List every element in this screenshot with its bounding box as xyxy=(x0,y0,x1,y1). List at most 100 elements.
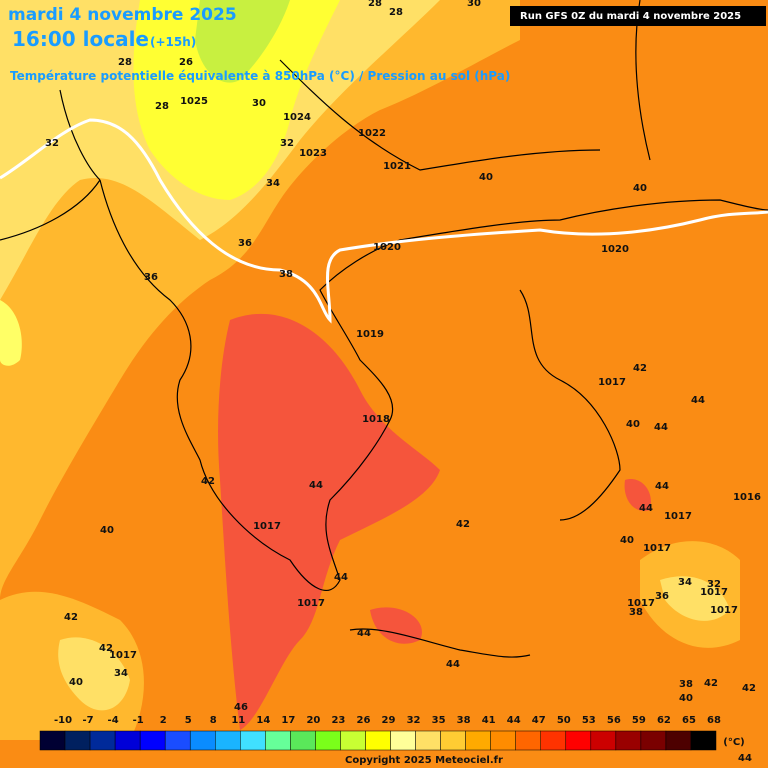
map-label: 38 xyxy=(629,607,643,618)
map-label: 1024 xyxy=(283,112,311,123)
map-label: 1017 xyxy=(700,587,728,598)
map-label: 44 xyxy=(655,481,669,492)
map-label: 1022 xyxy=(358,128,386,139)
map-label: 44 xyxy=(357,628,371,639)
colorbar-unit: (°C) xyxy=(723,737,744,748)
colorbar-swatch xyxy=(415,730,441,751)
colorbar-label: -4 xyxy=(108,715,119,726)
map-label: 34 xyxy=(266,178,280,189)
map-label: 46 xyxy=(234,702,248,713)
colorbar-label: 2 xyxy=(160,715,167,726)
colorbar-label: 17 xyxy=(281,715,295,726)
colorbar-swatch xyxy=(690,730,717,751)
zone-light-sw xyxy=(58,637,130,711)
colorbar-swatch xyxy=(365,730,391,751)
colorbar-label: 53 xyxy=(582,715,596,726)
header-date: mardi 4 novembre 2025 xyxy=(8,5,237,25)
zone-light-se xyxy=(660,576,730,621)
header-subtitle: Température potentielle équivalente à 85… xyxy=(10,69,510,83)
colorbar-label: 44 xyxy=(507,715,521,726)
colorbar-swatch xyxy=(240,730,266,751)
colorbar-label: 38 xyxy=(457,715,471,726)
colorbar-swatch xyxy=(39,730,66,751)
zone-yellow-left xyxy=(0,300,22,366)
map-label: 44 xyxy=(691,395,705,406)
map-label: 28 xyxy=(118,57,132,68)
map-label: 36 xyxy=(655,591,669,602)
map-label: 44 xyxy=(654,422,668,433)
map-label: 40 xyxy=(100,525,114,536)
map-label: 1017 xyxy=(627,598,655,609)
map-label: 44 xyxy=(309,480,323,491)
colorbar-swatch xyxy=(390,730,416,751)
map-label: 1023 xyxy=(299,148,327,159)
header-offset: (+15h) xyxy=(150,35,196,49)
map-label: 1021 xyxy=(383,161,411,172)
colorbar-swatch xyxy=(340,730,366,751)
colorbar-label: 20 xyxy=(306,715,320,726)
colorbar-label: 59 xyxy=(632,715,646,726)
colorbar-swatch xyxy=(139,730,166,751)
map-label: 1017 xyxy=(253,521,281,532)
map-label: 1017 xyxy=(109,650,137,661)
map-label: 28 xyxy=(155,101,169,112)
colorbar-swatch xyxy=(465,730,491,751)
colorbar-label: 35 xyxy=(432,715,446,726)
map-label: 30 xyxy=(252,98,266,109)
colorbar-label: 29 xyxy=(382,715,396,726)
zone-green xyxy=(195,0,290,83)
zone-yellow xyxy=(133,0,340,200)
colorbar-swatch xyxy=(590,730,617,751)
coastline xyxy=(519,289,621,521)
colorbar-label: 41 xyxy=(482,715,496,726)
map-label: 44 xyxy=(738,753,752,764)
map-label: 40 xyxy=(69,677,83,688)
colorbar-label: 8 xyxy=(210,715,217,726)
colorbar-swatch xyxy=(114,730,141,751)
map-label: 42 xyxy=(633,363,647,374)
map-label: 1017 xyxy=(598,377,626,388)
colorbar-label: -7 xyxy=(83,715,94,726)
map-label: 1020 xyxy=(601,244,629,255)
map-label: 1017 xyxy=(664,511,692,522)
map-label: 40 xyxy=(620,535,634,546)
map-label: 38 xyxy=(279,269,293,280)
map-label: 34 xyxy=(114,668,128,679)
colorbar-swatch xyxy=(565,730,592,751)
map-label: 44 xyxy=(639,503,653,514)
zone-red-east xyxy=(624,479,651,511)
map-label: 42 xyxy=(201,476,215,487)
colorbar-swatch xyxy=(215,730,241,751)
colorbar-swatch xyxy=(290,730,316,751)
colorbar-swatch xyxy=(540,730,567,751)
coastline xyxy=(349,628,531,658)
map-label: 44 xyxy=(446,659,460,670)
map-label: 26 xyxy=(179,57,193,68)
map-label: 28 xyxy=(389,7,403,18)
colorbar-swatch xyxy=(490,730,516,751)
colorbar-swatch xyxy=(189,730,216,751)
colorbar-swatch xyxy=(665,730,692,751)
colorbar-label: 62 xyxy=(657,715,671,726)
colorbar-label: 11 xyxy=(231,715,245,726)
map-label: 1017 xyxy=(643,543,671,554)
coastlines xyxy=(0,0,768,658)
map-label: 34 xyxy=(678,577,692,588)
colorbar-label: 14 xyxy=(256,715,270,726)
map-label: 44 xyxy=(334,572,348,583)
colorbar-swatch xyxy=(265,730,291,751)
map-label: 40 xyxy=(626,419,640,430)
colorbar-label: 5 xyxy=(185,715,192,726)
coastline xyxy=(99,179,768,591)
colorbar-swatch xyxy=(640,730,667,751)
map-label: 42 xyxy=(704,678,718,689)
run-info-box xyxy=(510,6,766,26)
header-time: 16:00 locale xyxy=(12,27,149,51)
colorbar-swatch xyxy=(440,730,466,751)
colorbar-label: -1 xyxy=(133,715,144,726)
map-label: 1018 xyxy=(362,414,390,425)
map-label: 32 xyxy=(45,138,59,149)
colorbar-label: 50 xyxy=(557,715,571,726)
map-label: 1025 xyxy=(180,96,208,107)
